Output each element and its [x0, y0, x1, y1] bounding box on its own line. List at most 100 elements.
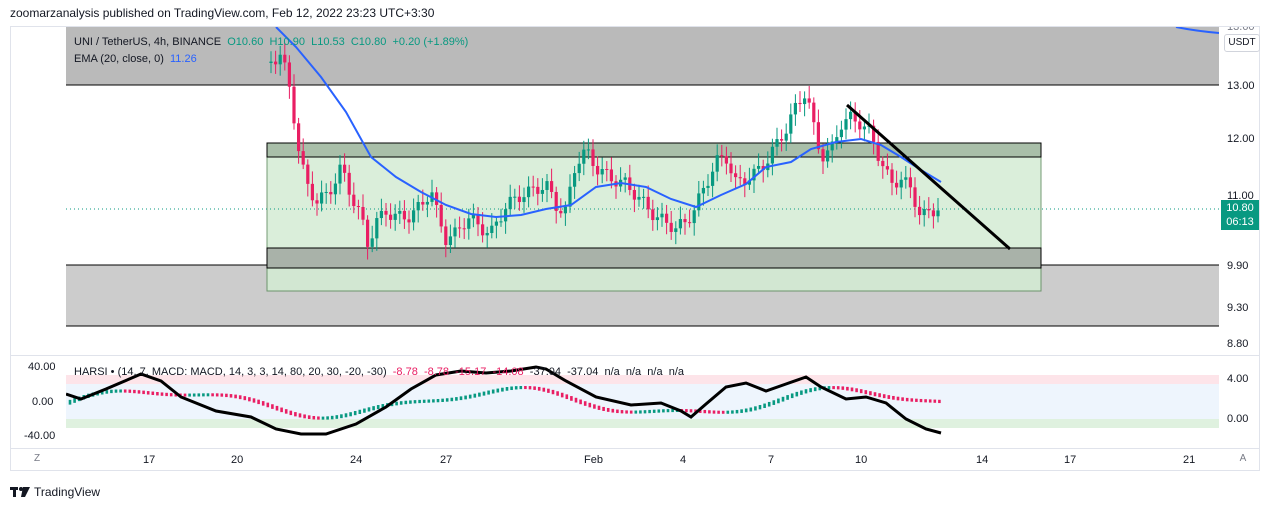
- harsi-bar: [105, 390, 109, 394]
- harsi-bar: [436, 398, 440, 403]
- candle-body: [849, 111, 853, 120]
- candle-body: [844, 119, 848, 130]
- price-tick: 9.90: [1227, 260, 1249, 272]
- harsi-bar: [928, 399, 932, 403]
- candle-body: [660, 213, 664, 218]
- candle-body: [591, 149, 595, 166]
- candle-body: [655, 217, 659, 221]
- harsi-bar: [202, 393, 205, 397]
- ema-line-tail: [1175, 27, 1219, 34]
- harsi-bar: [146, 391, 150, 395]
- candle-body: [356, 206, 360, 208]
- candle-body: [274, 61, 278, 65]
- harsi-bar: [735, 409, 739, 414]
- candle-body: [554, 191, 558, 211]
- candle-body: [885, 166, 889, 170]
- harsi-bar: [524, 385, 527, 390]
- harsi-bar: [528, 386, 532, 390]
- candle-body: [752, 168, 756, 181]
- candle-body: [361, 206, 365, 220]
- trendline: [846, 103, 1011, 251]
- candle-body: [412, 210, 416, 223]
- candle-body: [692, 210, 696, 224]
- candle-body: [789, 114, 793, 134]
- candle-body: [908, 177, 912, 188]
- candle-body: [895, 182, 899, 188]
- candle-body: [324, 191, 328, 193]
- harsi-rsi-line: [66, 365, 942, 436]
- harsi-bar: [482, 391, 486, 396]
- price-chart[interactable]: [66, 27, 1219, 355]
- harsi-bar: [542, 387, 546, 392]
- candle-body: [310, 183, 314, 201]
- candle-body: [563, 206, 567, 214]
- harsi-pane[interactable]: [66, 359, 1219, 447]
- ohlc-change: +0.20 (+1.89%): [392, 36, 469, 48]
- candle-body: [876, 141, 880, 161]
- harsi-bar: [266, 402, 270, 408]
- candle-body: [462, 228, 466, 230]
- harsi-bar: [450, 397, 454, 402]
- candle-body: [738, 177, 742, 179]
- candle-body: [872, 125, 876, 142]
- auto-scale-button[interactable]: A: [1239, 453, 1247, 464]
- candle-body: [375, 218, 379, 239]
- symbol-name: UNI / TetherUS, 4h, BINANCE: [74, 36, 222, 48]
- candle-body: [540, 189, 544, 194]
- candle-body: [770, 146, 774, 164]
- harsi-bar: [133, 389, 136, 394]
- harsi-bar: [510, 386, 513, 391]
- harsi-bar: [795, 391, 799, 397]
- harsi-bar: [685, 409, 688, 413]
- harsi-bar: [188, 393, 191, 397]
- harsi-bar: [160, 392, 164, 396]
- harsi-bar: [616, 409, 619, 414]
- harsi-bar: [574, 397, 578, 403]
- harsi-bar: [698, 409, 702, 413]
- candle-body: [600, 169, 604, 175]
- harsi-bar: [353, 410, 357, 416]
- candle-body: [669, 222, 673, 232]
- tradingview-logo[interactable]: TradingView: [10, 485, 100, 499]
- candle-body: [715, 155, 719, 172]
- harsi-bar: [754, 406, 757, 411]
- harsi-bar: [892, 395, 895, 400]
- candle-body: [596, 165, 600, 175]
- candle-body: [536, 186, 540, 194]
- time-tick: 27: [440, 454, 453, 466]
- candle-body: [890, 169, 894, 183]
- harsi-bar: [275, 405, 279, 411]
- ema-legend: EMA (20, close, 0) 11.26: [74, 53, 197, 65]
- zoom-button[interactable]: Z: [33, 453, 41, 464]
- harsi-bar: [703, 409, 707, 414]
- harsi-bar: [445, 398, 449, 402]
- harsi-bar: [602, 406, 605, 411]
- harsi-bar: [257, 399, 260, 405]
- harsi-bar: [846, 386, 849, 391]
- harsi-bar: [464, 395, 467, 400]
- candle-body: [697, 193, 701, 211]
- candle-body: [347, 172, 351, 195]
- brand-name: TradingView: [34, 485, 101, 499]
- harsi-bar: [409, 400, 412, 404]
- harsi-bar: [225, 393, 228, 398]
- ohlc-close: C10.80: [350, 36, 387, 48]
- candle-body: [853, 111, 857, 122]
- harsi-bar: [243, 396, 247, 401]
- harsi-name: HARSI: [74, 366, 108, 378]
- resistance-zone: [66, 27, 1219, 85]
- candle-body: [780, 139, 784, 141]
- harsi-bar: [749, 407, 753, 412]
- candle-body: [743, 178, 747, 185]
- ema-value: 11.26: [170, 53, 197, 65]
- harsi-bar: [781, 396, 785, 402]
- harsi-bar: [919, 398, 923, 403]
- osc-tick-left: -40.00: [24, 430, 56, 442]
- harsi-bar: [864, 390, 868, 395]
- candle-body: [775, 139, 779, 147]
- candle-body: [306, 164, 310, 184]
- candle-body: [793, 102, 797, 115]
- harsi-bar: [804, 389, 808, 394]
- candle-body: [757, 166, 761, 169]
- currency-button[interactable]: USDT: [1224, 34, 1260, 52]
